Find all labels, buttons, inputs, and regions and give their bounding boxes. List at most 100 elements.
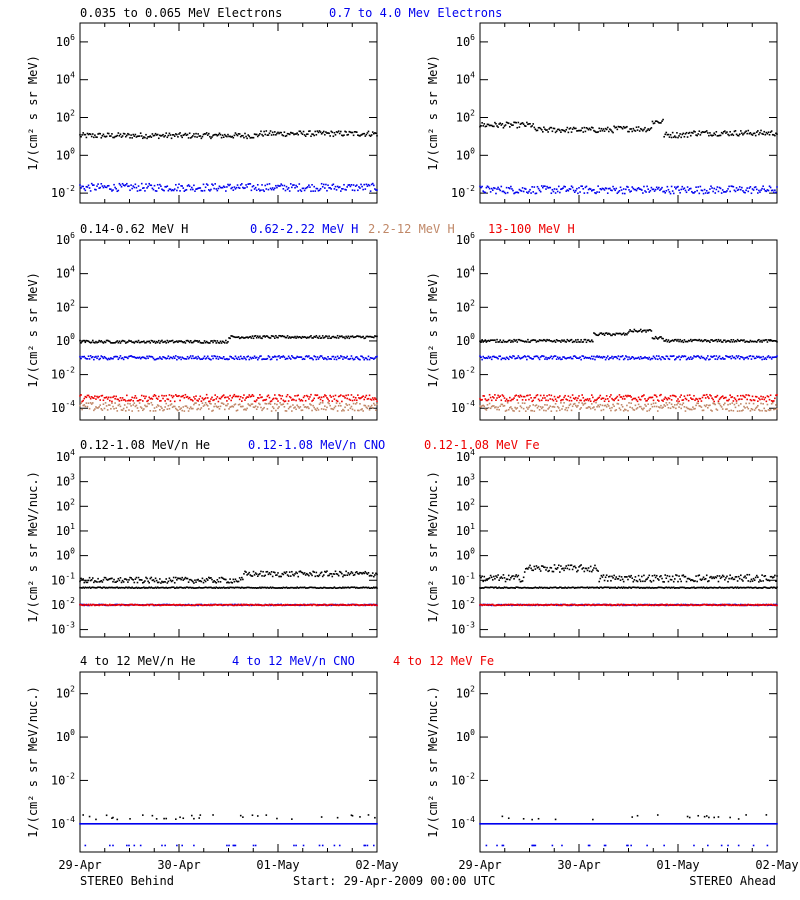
data-point: [117, 358, 120, 361]
data-point: [275, 184, 277, 187]
data-point: [636, 187, 639, 190]
data-point: [165, 132, 168, 134]
data-point: [776, 341, 778, 343]
data-point: [112, 580, 114, 583]
data-point: [367, 405, 370, 407]
data-point: [705, 393, 708, 396]
data-point: [238, 586, 241, 589]
data-point: [232, 406, 235, 408]
data-point: [85, 581, 88, 584]
data-point: [704, 397, 707, 399]
data-point: [755, 131, 758, 133]
data-point: [361, 604, 363, 606]
data-point: [303, 572, 306, 574]
data-point: [523, 355, 526, 357]
data-point: [365, 133, 368, 136]
data-point: [315, 133, 318, 136]
data-point: [210, 604, 212, 606]
data-point: [140, 356, 143, 359]
data-point: [165, 394, 168, 397]
data-point: [211, 136, 213, 138]
data-point: [351, 399, 354, 402]
data-point: [496, 408, 498, 411]
data-point: [685, 398, 688, 401]
data-point: [719, 339, 722, 341]
data-point: [641, 331, 643, 333]
data-point: [168, 188, 171, 190]
data-point: [734, 129, 737, 132]
data-point: [264, 574, 267, 577]
data-point: [668, 575, 671, 578]
data-point: [184, 576, 187, 579]
data-point: [144, 604, 146, 606]
data-point: [159, 578, 161, 580]
data-point: [561, 568, 563, 570]
data-point: [84, 133, 87, 136]
data-point: [659, 406, 661, 409]
data-point: [629, 128, 631, 130]
data-point: [148, 581, 150, 584]
data-point: [186, 586, 189, 589]
data-point: [227, 396, 229, 398]
data-point: [364, 404, 367, 407]
data-point: [196, 603, 198, 606]
data-point: [211, 604, 213, 607]
data-point: [122, 340, 125, 342]
data-point: [684, 397, 687, 400]
data-point: [135, 576, 138, 579]
data-point: [272, 571, 275, 573]
data-point: [329, 572, 331, 575]
data-point: [718, 340, 721, 343]
data-point: [633, 579, 636, 581]
data-point: [156, 581, 159, 584]
data-point: [297, 587, 300, 589]
data-point: [611, 189, 613, 192]
data-point: [622, 580, 625, 583]
data-point: [171, 579, 174, 582]
data-point: [88, 133, 91, 135]
data-point: [284, 189, 287, 192]
data-point: [642, 395, 644, 397]
data-point: [251, 575, 254, 577]
data-point: [347, 358, 350, 360]
data-point: [177, 587, 179, 589]
data-point: [569, 564, 572, 567]
data-point: [359, 187, 361, 189]
data-point: [683, 395, 686, 397]
data-point: [197, 587, 199, 589]
data-point: [81, 134, 83, 136]
data-point: [533, 410, 536, 412]
data-point: [201, 397, 204, 399]
data-point: [762, 339, 764, 342]
data-point: [186, 406, 189, 409]
data-point: [252, 136, 255, 139]
data-point: [583, 357, 586, 360]
data-point: [266, 357, 269, 360]
data-point: [553, 339, 556, 342]
data-point: [106, 358, 109, 361]
data-point: [312, 358, 314, 361]
data-point: [583, 338, 586, 341]
data-point: [602, 355, 605, 358]
data-point: [288, 190, 291, 192]
series-blue: [479, 185, 778, 195]
data-point: [301, 399, 304, 402]
data-point: [552, 340, 555, 343]
data-point: [369, 356, 372, 359]
data-point: [304, 604, 307, 607]
data-point: [82, 132, 84, 134]
data-point: [139, 406, 142, 408]
data-point: [150, 586, 153, 589]
data-point: [110, 577, 112, 580]
data-point: [601, 333, 604, 336]
data-point: [137, 399, 140, 402]
data-point: [371, 336, 374, 338]
y-tick-label: 100: [56, 547, 75, 563]
data-point: [496, 397, 498, 399]
y-tick-label: 106: [456, 33, 475, 49]
data-point: [173, 400, 176, 403]
data-point: [149, 587, 152, 589]
data-point: [714, 403, 717, 406]
data-point: [242, 604, 244, 607]
data-point: [328, 587, 330, 589]
